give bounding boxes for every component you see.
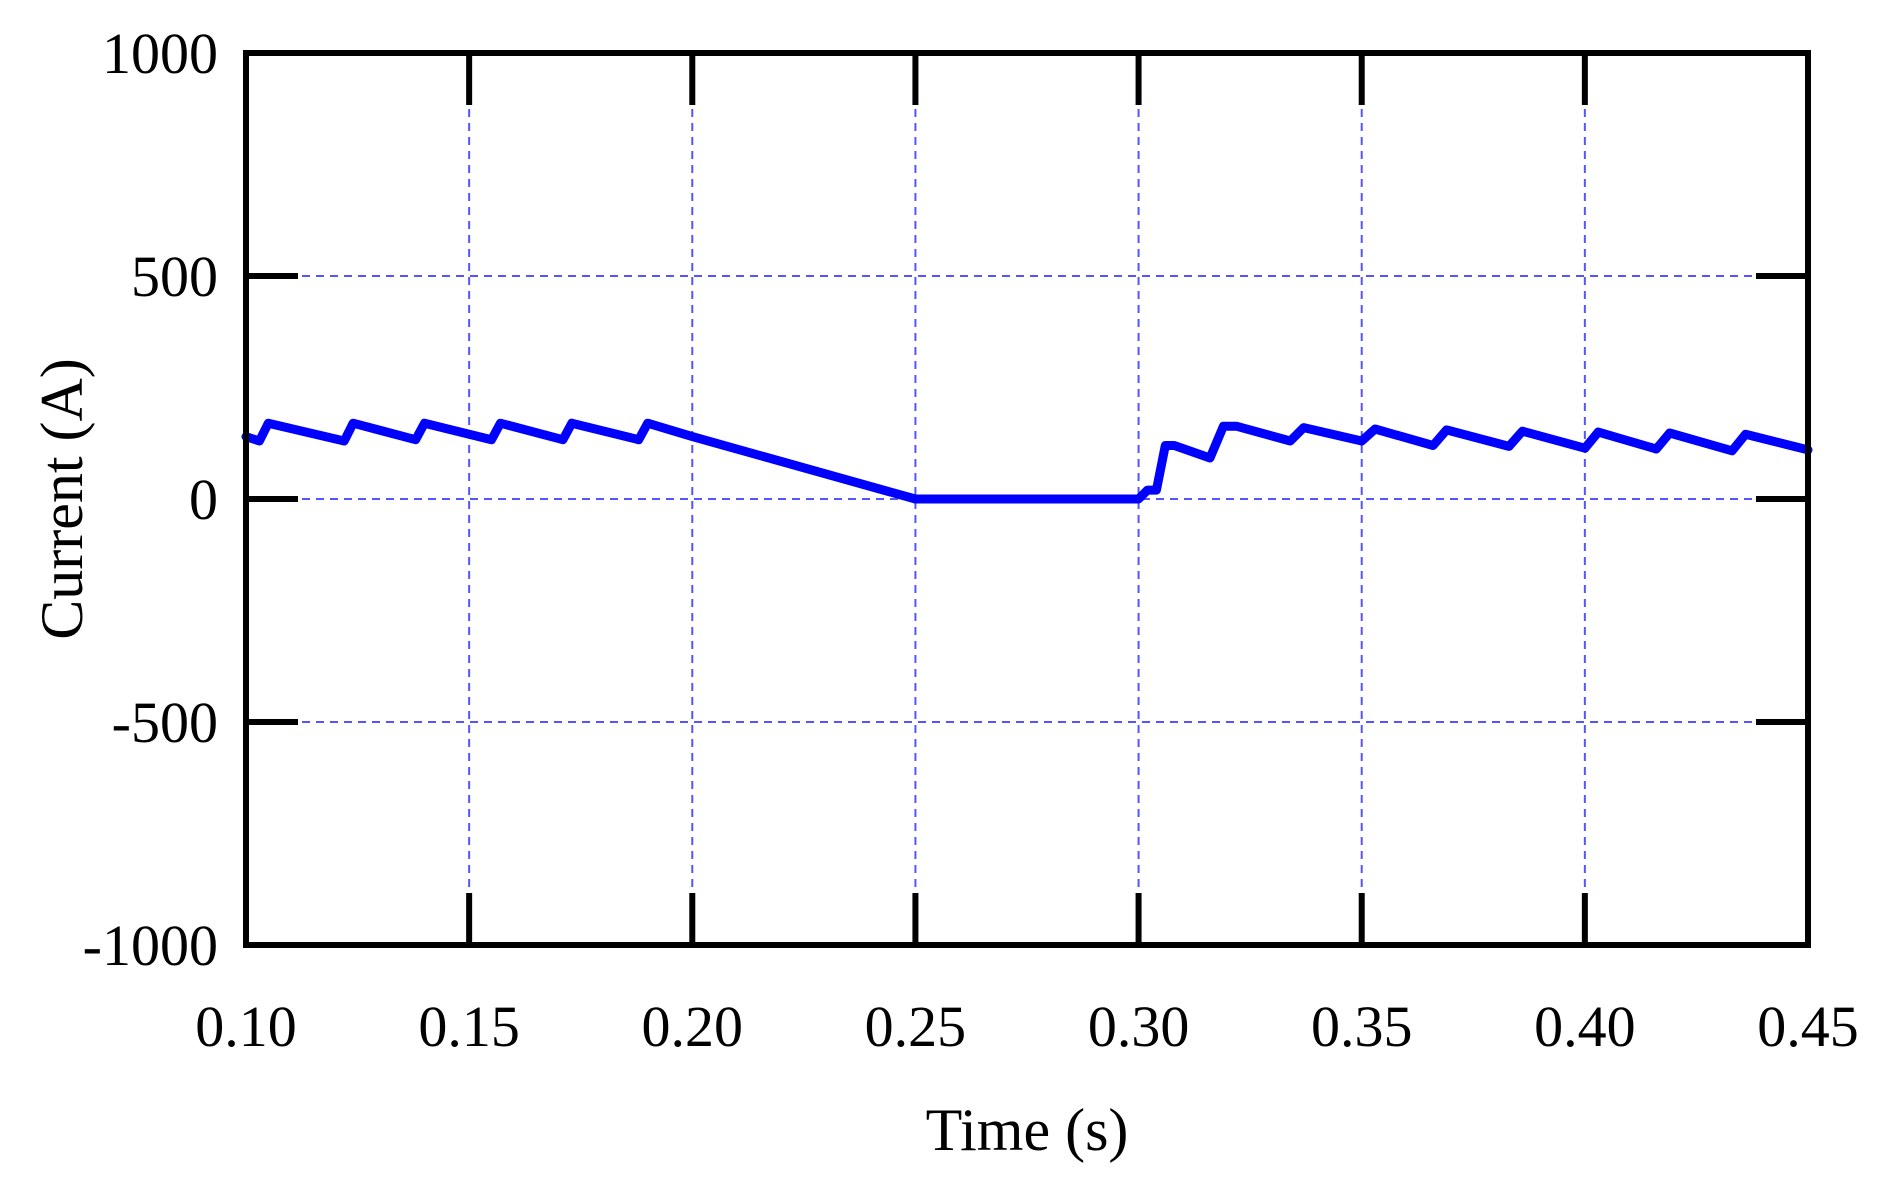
grid-lines bbox=[246, 53, 1808, 945]
tick-labels: 0.10 0.15 0.20 0.25 0.30 0.35 0.40 0.45 1000 500 0… bbox=[83, 21, 1859, 1059]
current-series-line bbox=[241, 418, 1813, 504]
plot-frame bbox=[243, 50, 1811, 948]
y-tick-label: 500 bbox=[131, 244, 218, 309]
x-tick-label: 0.30 bbox=[1088, 994, 1190, 1059]
x-tick-label: 0.20 bbox=[642, 994, 744, 1059]
x-tick-label: 0.45 bbox=[1757, 994, 1859, 1059]
x-axis-title: Time (s) bbox=[926, 1097, 1129, 1163]
x-tick-label: 0.35 bbox=[1311, 994, 1413, 1059]
y-tick-label: 1000 bbox=[102, 21, 218, 86]
x-tick-label: 0.40 bbox=[1534, 994, 1636, 1059]
y-tick-label: -1000 bbox=[83, 913, 218, 978]
y-axis-title: Current (A) bbox=[29, 358, 95, 640]
axis-ticks bbox=[246, 53, 1808, 945]
x-tick-label: 0.15 bbox=[418, 994, 520, 1059]
x-tick-label: 0.25 bbox=[865, 994, 967, 1059]
x-tick-label: 0.10 bbox=[195, 994, 297, 1059]
y-tick-label: -500 bbox=[112, 690, 218, 755]
y-tick-label: 0 bbox=[189, 467, 218, 532]
